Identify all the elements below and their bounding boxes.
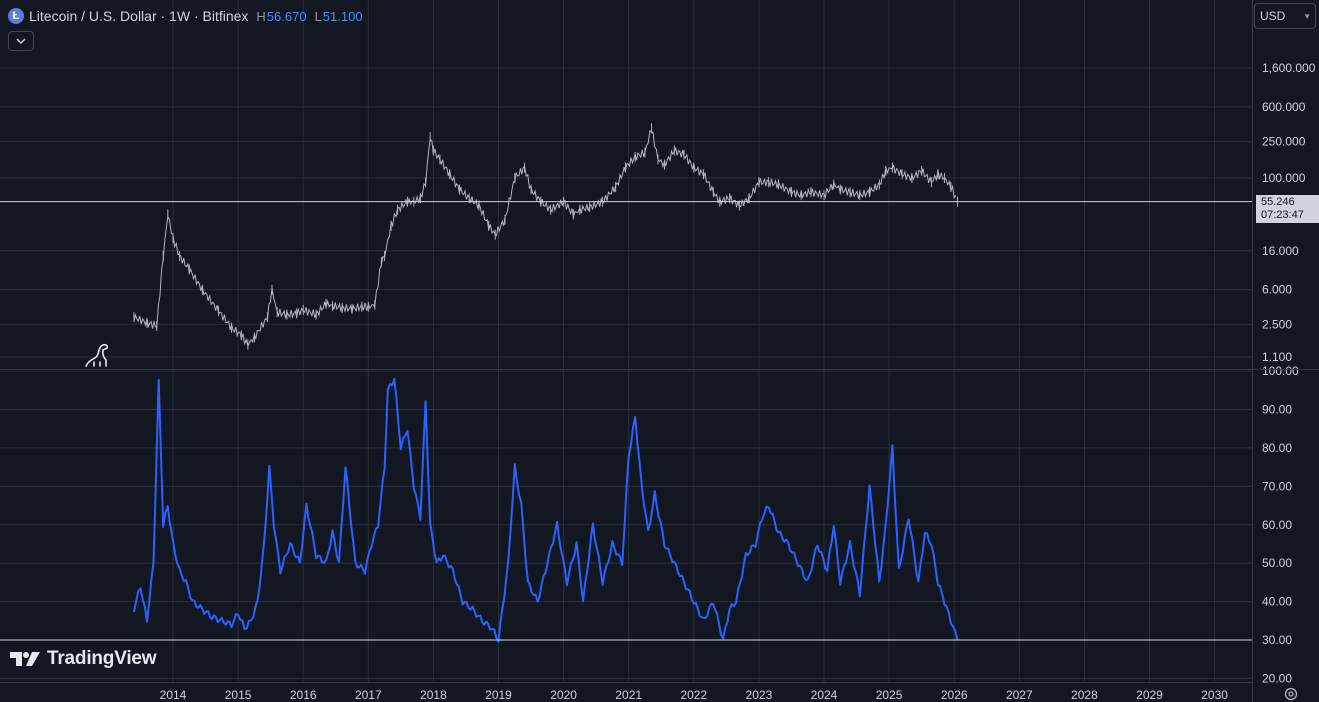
- collapse-legend-button[interactable]: [8, 31, 34, 51]
- indicator-tick-label: 50.00: [1262, 556, 1292, 570]
- indicator-tick-label: 100.00: [1262, 364, 1299, 378]
- price-tick-label: 2.500: [1262, 317, 1292, 331]
- price-tick-label: 16.000: [1262, 244, 1299, 258]
- tradingview-logo-icon: [10, 652, 40, 666]
- x-tick-label: 2020: [550, 688, 577, 702]
- price-line: [133, 129, 957, 348]
- x-tick-label: 2021: [615, 688, 642, 702]
- indicator-tick-label: 90.00: [1262, 403, 1292, 417]
- currency-select[interactable]: USD ▼: [1254, 3, 1316, 29]
- x-tick-label: 2025: [876, 688, 903, 702]
- indicator-tick-label: 40.00: [1262, 595, 1292, 609]
- x-tick-label: 2023: [746, 688, 773, 702]
- high-value: 56.670: [266, 8, 307, 24]
- price-series: [0, 123, 1252, 350]
- x-tick-label: 2019: [485, 688, 512, 702]
- symbol-header: Ł Litecoin / U.S. Dollar · 1W · Bitfinex…: [8, 6, 363, 26]
- x-tick-label: 2026: [941, 688, 968, 702]
- indicator-tick-label: 60.00: [1262, 518, 1292, 532]
- indicator-tick-label: 20.00: [1262, 671, 1292, 685]
- price-tick-label: 250.000: [1262, 135, 1306, 149]
- indicator-line: [132, 378, 959, 643]
- grid-lines: [0, 0, 1252, 682]
- x-tick-label: 2018: [420, 688, 447, 702]
- x-tick-label: 2022: [680, 688, 707, 702]
- gear-icon[interactable]: [1283, 686, 1299, 702]
- tradingview-logo[interactable]: TradingView: [10, 648, 157, 670]
- price-tick-label: 100.000: [1262, 171, 1306, 185]
- x-tick-label: 2028: [1071, 688, 1098, 702]
- price-tick-label: 1,600.000: [1262, 61, 1316, 75]
- caret-down-icon: ▼: [1303, 11, 1311, 21]
- high-label: H: [256, 8, 266, 24]
- indicator-series: [0, 378, 1252, 643]
- currency-value: USD: [1260, 9, 1286, 23]
- x-tick-label: 2017: [355, 688, 382, 702]
- high-readout: H56.670: [256, 9, 306, 24]
- litecoin-icon: Ł: [8, 8, 24, 24]
- indicator-tick-label: 30.00: [1262, 633, 1292, 647]
- indicator-tick-label: 70.00: [1262, 479, 1292, 493]
- dinosaur-icon: [85, 343, 109, 367]
- bar-countdown: 07:23:47: [1261, 209, 1304, 221]
- price-tick-label: 600.000: [1262, 100, 1306, 114]
- low-value: 51.100: [322, 8, 363, 24]
- indicator-tick-label: 80.00: [1262, 441, 1292, 455]
- price-tick-label: 6.000: [1262, 283, 1292, 297]
- price-tick-label: 1.100: [1262, 350, 1292, 364]
- last-price-label: 55.246 07:23:47: [1256, 195, 1319, 223]
- x-tick-label: 2016: [290, 688, 317, 702]
- x-tick-label: 2030: [1201, 688, 1228, 702]
- logo-text: TradingView: [47, 648, 157, 669]
- x-tick-label: 2024: [811, 688, 838, 702]
- low-label: L: [314, 8, 322, 24]
- last-price-value: 55.246: [1261, 196, 1295, 208]
- x-tick-label: 2015: [225, 688, 252, 702]
- x-tick-label: 2029: [1136, 688, 1163, 702]
- x-tick-label: 2027: [1006, 688, 1033, 702]
- symbol-title[interactable]: Litecoin / U.S. Dollar · 1W · Bitfinex: [29, 8, 249, 24]
- x-tick-label: 2014: [160, 688, 187, 702]
- chevron-down-icon: [16, 38, 26, 44]
- low-readout: L51.100: [315, 9, 363, 24]
